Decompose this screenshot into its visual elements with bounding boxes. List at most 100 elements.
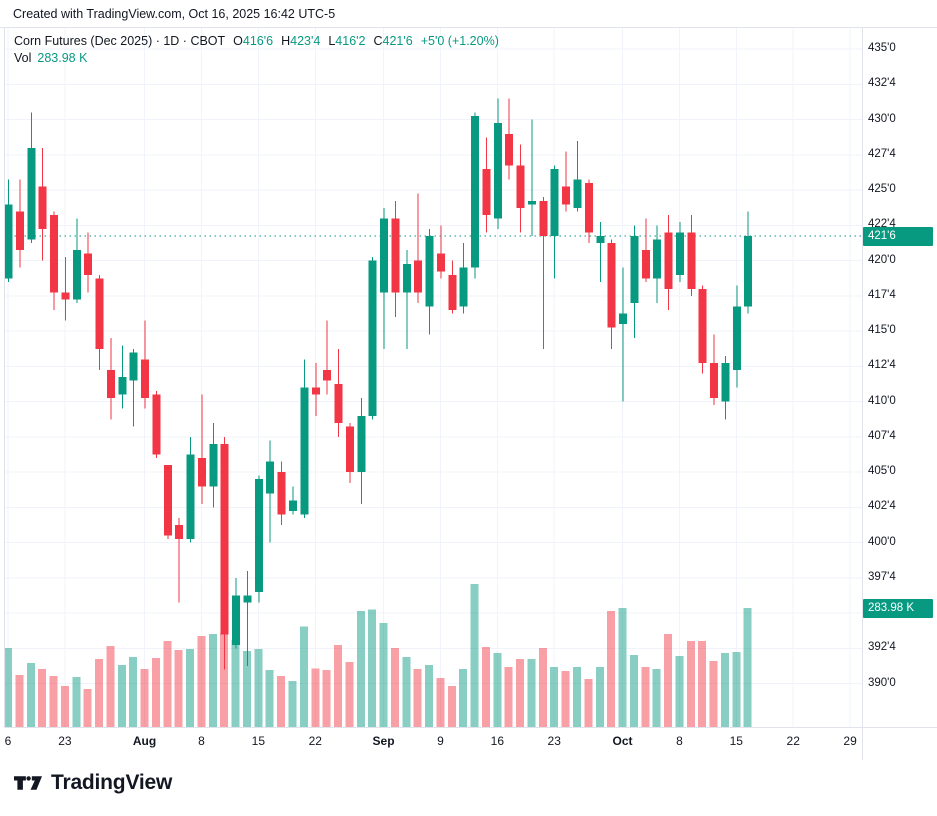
candle-body [84, 253, 93, 275]
candle-body [334, 384, 343, 423]
candle [27, 112, 36, 244]
volume-bar [436, 677, 445, 727]
price-axis-label: 410'0 [868, 394, 896, 407]
price-axis-label: 415'0 [868, 324, 896, 337]
candle-body [516, 165, 525, 208]
candle [391, 200, 400, 318]
candle-body [27, 147, 36, 240]
volume-bar [220, 633, 229, 727]
volume-bar [675, 655, 684, 727]
candle [163, 465, 172, 540]
candle-body [482, 169, 491, 215]
candle [84, 232, 93, 293]
candle-body [129, 352, 138, 381]
candle [641, 218, 650, 282]
candle [675, 221, 684, 282]
volume-bar [652, 669, 661, 727]
candle [459, 243, 468, 314]
volume-bar [49, 675, 58, 727]
price-axis-label: 405'0 [868, 465, 896, 478]
time-axis[interactable]: 6 23 Aug 8 15 22 Sep 9 16 23 Oct 8 15 22 29 [0, 727, 862, 760]
candle-body [630, 236, 639, 303]
candle-body [357, 415, 366, 473]
candle [186, 436, 195, 543]
candle [482, 137, 491, 233]
brand-text: TradingView [51, 771, 173, 794]
time-axis-label: Oct [612, 734, 633, 748]
candle [516, 144, 525, 233]
time-axis-label: 22 [786, 734, 800, 748]
candle-body [266, 461, 275, 494]
candle-body [584, 183, 593, 233]
time-axis-label: 22 [308, 734, 322, 748]
candle [197, 394, 206, 504]
candle [95, 274, 104, 370]
candle [72, 218, 81, 303]
volume-bar [368, 609, 377, 727]
symbol-legend: Corn Futures (Dec 2025) · 1D · CBOT O416… [14, 34, 499, 48]
candle-body [596, 236, 605, 244]
candle-body [311, 387, 320, 395]
price-axis-label: 425'0 [868, 183, 896, 196]
candle-body [163, 465, 172, 536]
candle [334, 348, 343, 437]
candle-body [72, 250, 81, 300]
volume-bar [481, 646, 490, 727]
candle [425, 228, 434, 335]
candle-body [15, 211, 24, 251]
candle [220, 436, 229, 670]
tradingview-brand-link[interactable]: TradingView [14, 771, 172, 795]
candle-body [300, 387, 309, 515]
candle-body [436, 253, 445, 272]
candle [527, 119, 536, 236]
candle [698, 285, 707, 374]
candle [289, 486, 297, 515]
candle [243, 570, 252, 667]
candle-body [95, 278, 104, 349]
volume-bar [709, 660, 718, 727]
volume-bar [4, 647, 12, 727]
volume-bar [288, 680, 297, 727]
volume-bar [311, 668, 320, 727]
candle [152, 391, 161, 459]
time-axis-label: 15 [729, 734, 743, 748]
candle [448, 260, 457, 314]
volume-bar [265, 670, 274, 727]
volume-bar [277, 675, 286, 727]
time-axis-label: 6 [4, 734, 12, 748]
volume-bar [390, 647, 399, 727]
price-axis-label: 392'4 [868, 641, 896, 654]
candle-body [289, 500, 297, 511]
candle-body [345, 426, 354, 473]
attribution-text: Created with TradingView.com, Oct 16, 20… [13, 7, 336, 21]
volume-bar [345, 662, 354, 727]
candle-body [414, 260, 423, 293]
candle-body [744, 236, 753, 307]
volume-bar [550, 667, 559, 727]
candle-body [220, 443, 229, 635]
candle-body [493, 123, 502, 219]
volume-bar [516, 659, 525, 727]
candle [664, 214, 673, 311]
ohlc-high: H423'4 [281, 34, 321, 48]
change-value: +5'0 (+1.20%) [420, 34, 499, 48]
candle-body [402, 264, 411, 293]
volume-bar [129, 657, 138, 727]
volume-bar [459, 669, 468, 727]
time-axis-label: 23 [547, 734, 561, 748]
candle-body [698, 288, 707, 363]
price-axis[interactable]: 390'0392'4395'0397'4400'0402'4405'0407'4… [863, 27, 937, 760]
volume-bar [527, 659, 536, 727]
price-axis-label: 402'4 [868, 500, 896, 513]
candle [505, 98, 514, 180]
candle-body [607, 243, 616, 328]
price-axis-label: 407'4 [868, 429, 896, 442]
price-axis-label: 432'4 [868, 77, 896, 90]
volume-bar [208, 633, 217, 727]
volume-label: Vol [14, 51, 32, 65]
candle-body [619, 313, 628, 325]
candle [584, 179, 593, 244]
candle-body [641, 250, 650, 279]
